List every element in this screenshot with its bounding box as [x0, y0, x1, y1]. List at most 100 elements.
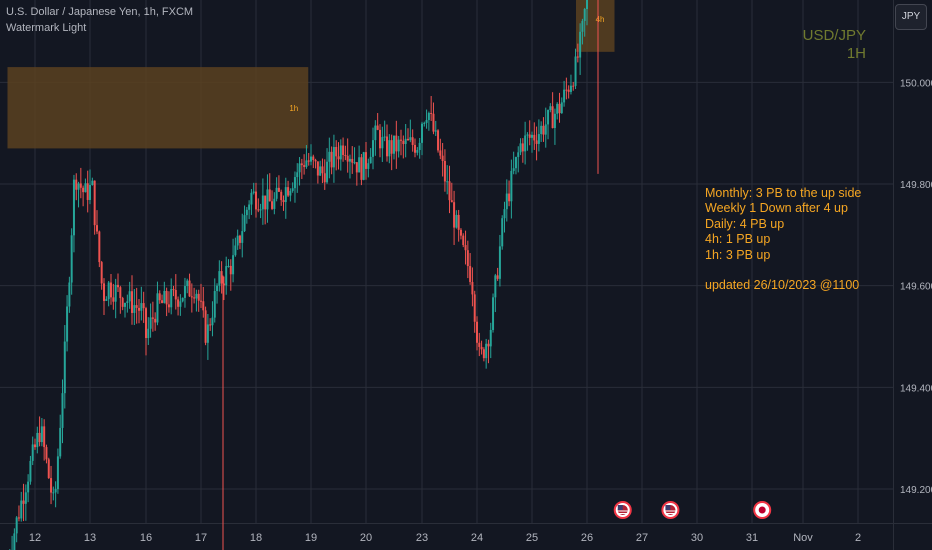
candle-body: [63, 341, 66, 394]
candle-body: [84, 183, 87, 193]
analysis-notes: Monthly: 3 PB to the up side Weekly 1 Do…: [705, 186, 861, 263]
candle-body: [560, 102, 563, 114]
candle-body: [17, 517, 20, 519]
candle-body: [167, 304, 170, 308]
candle-body: [330, 151, 333, 168]
candle-body: [478, 342, 481, 347]
candle-body: [482, 349, 485, 359]
candle-body: [473, 294, 476, 322]
candle-body: [450, 200, 453, 203]
x-tick-label: 18: [250, 532, 262, 544]
candle-body: [75, 179, 78, 190]
zone-label-1h: 1h: [289, 104, 298, 113]
event-marker-us[interactable]: [661, 501, 680, 519]
candle-body: [56, 456, 59, 490]
candle-body: [103, 283, 105, 301]
candle-body: [462, 235, 465, 246]
candle-body: [434, 130, 437, 132]
candle-body: [277, 187, 280, 192]
candle-body: [296, 172, 299, 178]
candle-body: [427, 112, 430, 121]
candle-body: [542, 125, 545, 135]
candle-body: [556, 103, 559, 114]
candle-body: [576, 56, 579, 58]
candle-body: [563, 89, 566, 103]
zone-1h: [7, 67, 309, 149]
note-line-monthly: Monthly: 3 PB to the up side: [705, 186, 862, 200]
watermark-indicator-label: Watermark Light: [6, 22, 87, 34]
us-flag-canton: [665, 505, 671, 510]
candle-body: [252, 191, 255, 193]
candle-body: [300, 163, 303, 166]
candle-body: [565, 89, 568, 91]
candle-body: [528, 134, 531, 138]
candle-body: [117, 284, 119, 288]
y-tick-label: 149.600: [900, 282, 932, 293]
candle-body: [158, 293, 161, 301]
candle-body: [344, 154, 347, 156]
candle-body: [107, 282, 110, 300]
candle-body: [234, 245, 237, 256]
candle-body: [521, 143, 524, 152]
candle-body: [416, 150, 419, 153]
candle-body: [369, 156, 372, 164]
candle-body: [498, 246, 501, 279]
x-tick-label: Nov: [793, 532, 813, 544]
candle-body: [188, 280, 191, 297]
candle-body: [374, 125, 377, 141]
candle-body: [531, 134, 533, 138]
y-tick-label: 149.800: [900, 180, 932, 191]
candle-body: [161, 300, 164, 303]
candle-body: [501, 218, 504, 247]
candle-body: [241, 231, 244, 243]
candle-body: [245, 209, 248, 216]
candle-body: [110, 282, 112, 298]
candle-body: [86, 183, 89, 200]
candle-body: [121, 298, 124, 307]
candle-body: [310, 156, 312, 162]
candle-body: [275, 187, 278, 199]
candle-body: [455, 214, 458, 228]
candle-body: [218, 271, 221, 286]
chart-title: U.S. Dollar / Japanese Yen, 1h, FXCM: [6, 6, 194, 18]
candle-body: [355, 162, 358, 173]
candle-body: [114, 284, 117, 302]
candle-body: [93, 180, 96, 226]
candle-body: [574, 56, 577, 86]
candle-body: [291, 188, 294, 191]
candle-body: [441, 155, 444, 161]
candle-body: [439, 150, 442, 156]
candle-body: [418, 142, 421, 151]
candle-body: [519, 143, 522, 153]
candle-body: [181, 297, 184, 302]
x-tick-label: 31: [746, 532, 758, 544]
event-marker-jp[interactable]: [753, 501, 772, 519]
candle-body: [138, 307, 140, 311]
candle-body: [200, 300, 202, 302]
candle-body: [323, 173, 326, 183]
event-marker-us[interactable]: [613, 501, 632, 519]
candle-body: [190, 296, 193, 298]
candle-body: [47, 459, 50, 479]
candle-body: [337, 156, 340, 160]
us-flag-canton: [617, 505, 623, 510]
candle-body: [91, 180, 94, 186]
candle-body: [348, 158, 351, 162]
candle-body: [430, 112, 433, 114]
candle-body: [43, 426, 46, 448]
candle-body: [264, 195, 267, 210]
candle-body: [335, 146, 338, 157]
note-line-4h: 4h: 1 PB up: [705, 232, 771, 247]
candle-body: [255, 191, 257, 210]
currency-button[interactable]: JPY: [895, 4, 927, 30]
candle-body: [494, 275, 497, 298]
zone-label-4h: 4h: [596, 15, 605, 24]
candle-body: [514, 157, 517, 169]
candle-body: [305, 160, 308, 167]
candle-body: [266, 189, 269, 210]
candle-body: [581, 20, 584, 32]
x-tick-label: 30: [691, 532, 703, 544]
x-tick-label: 13: [84, 532, 96, 544]
candle-body: [147, 328, 150, 339]
